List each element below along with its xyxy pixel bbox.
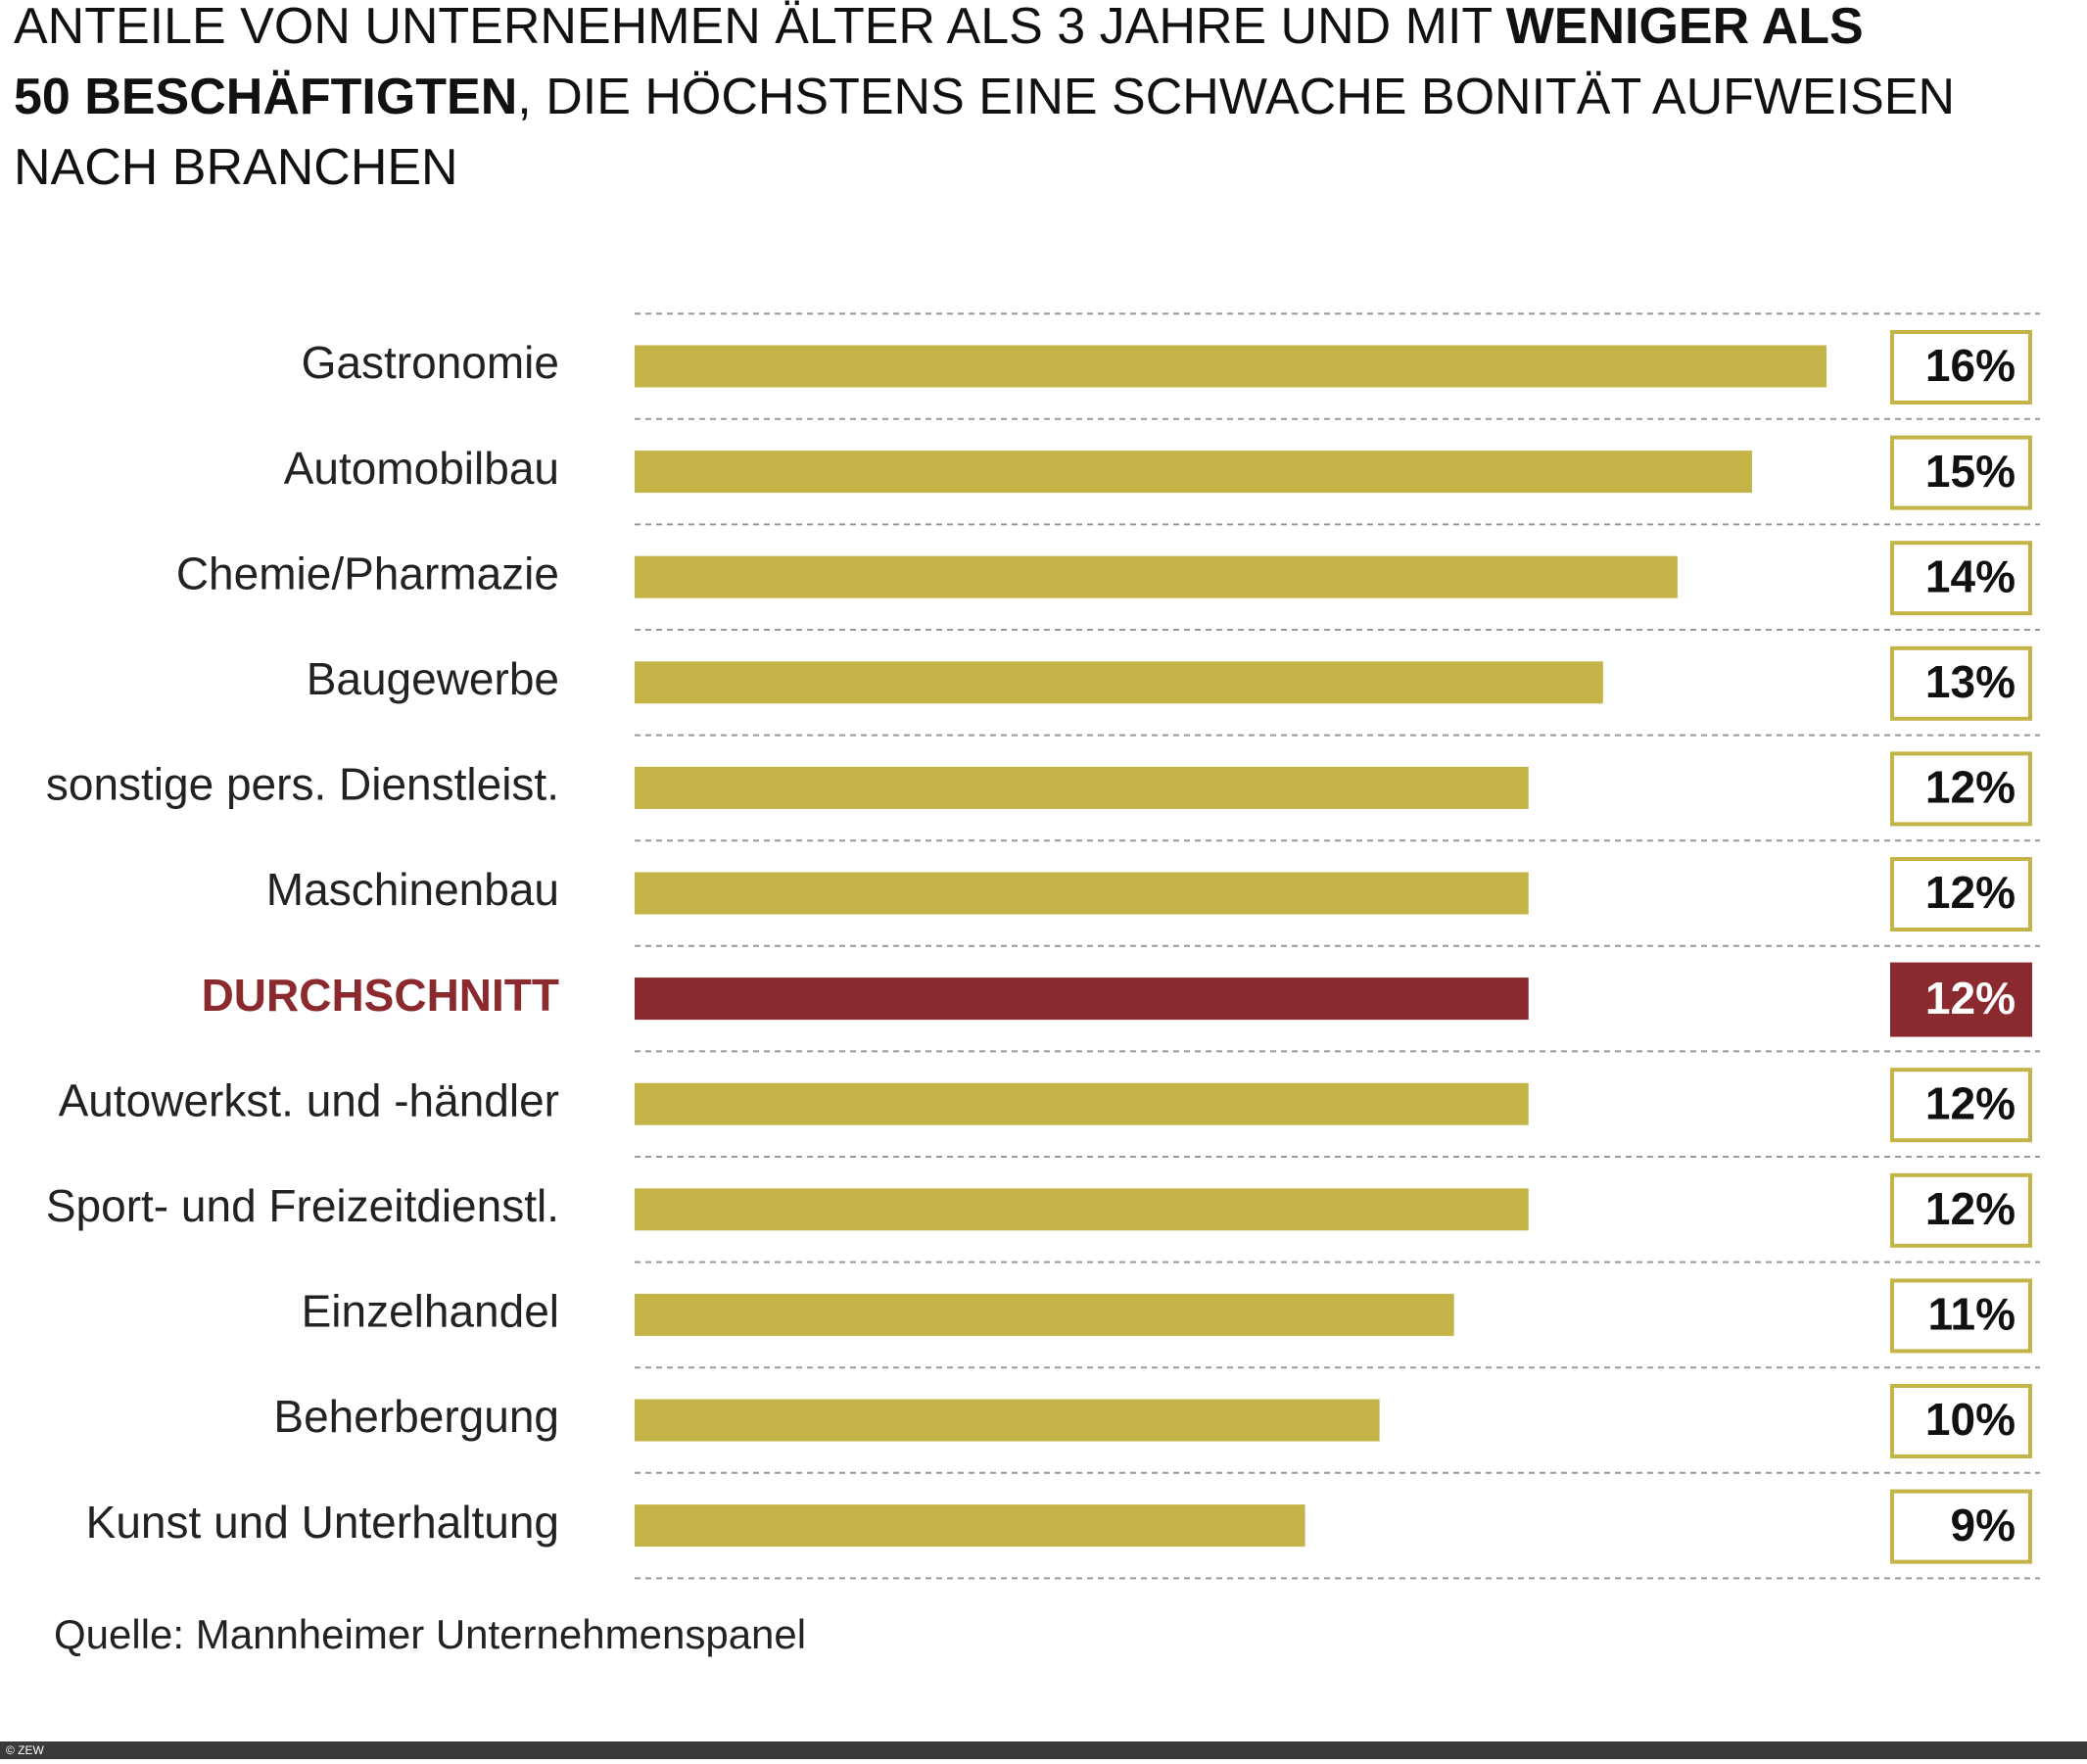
value-label: 12% [1925,973,2016,1024]
bar [635,766,1529,809]
chart-title-line: NACH BRANCHEN [14,139,458,196]
value-label: 9% [1951,1500,2016,1550]
value-box [1890,330,2032,405]
value-box [1890,962,2032,1037]
value-box [1890,541,2032,616]
chart-title-segment: 50 BESCHÄFTIGTEN [14,69,517,125]
category-label: Baugewerbe [307,653,559,704]
value-label: 16% [1925,340,2016,391]
bar [635,872,1529,915]
category-label: Automobilbau [284,443,559,494]
value-label: 12% [1925,762,2016,813]
value-box [1890,435,2032,510]
chart-title-segment: , DIE HÖCHSTENS EINE SCHWACHE BONITÄT AU… [517,69,1955,125]
value-label: 13% [1925,656,2016,707]
category-label: Maschinenbau [266,864,559,915]
value-label: 12% [1925,1077,2016,1128]
bar [635,451,1752,494]
value-box [1890,1489,2032,1564]
bar [635,345,1826,388]
value-label: 14% [1925,550,2016,601]
category-label: Kunst und Unterhaltung [86,1497,559,1548]
value-label: 10% [1925,1394,2016,1445]
value-box [1890,645,2032,721]
bar [635,1188,1529,1231]
chart-title-line: 50 BESCHÄFTIGTEN, DIE HÖCHSTENS EINE SCH… [14,69,1955,125]
value-box [1890,1172,2032,1248]
value-label: 12% [1925,1183,2016,1234]
bar [635,1504,1305,1548]
chart-title-line: ANTEILE VON UNTERNEHMEN ÄLTER ALS 3 JAHR… [14,0,1864,55]
value-label: 15% [1925,446,2016,497]
bar [635,661,1603,704]
chart-title-segment: NACH BRANCHEN [14,139,458,196]
value-box [1890,1278,2032,1354]
bar [635,1293,1454,1336]
category-label: Chemie/Pharmazie [176,548,559,598]
category-label: Sport- und Freizeitdienstl. [46,1180,559,1231]
bar [635,1082,1529,1125]
footer: © ZEW [6,1743,45,1757]
category-label: Einzelhandel [302,1286,559,1337]
bar [635,977,1529,1021]
category-label: DURCHSCHNITT [202,970,559,1021]
value-box [1890,1384,2032,1458]
footer-bar [0,1741,2087,1759]
value-box [1890,751,2032,827]
value-box [1890,1068,2032,1143]
source: Quelle: Mannheimer Unternehmenspanel [54,1611,806,1657]
category-label: Gastronomie [302,337,559,388]
chart-title-segment: WENIGER ALS [1506,0,1864,55]
bar [635,555,1678,598]
bar [635,1399,1380,1442]
category-label: Autowerkst. und -händler [59,1074,559,1125]
category-label: Beherbergung [273,1391,559,1442]
value-label: 11% [1927,1289,2016,1340]
value-box [1890,857,2032,931]
chart-title-segment: ANTEILE VON UNTERNEHMEN ÄLTER ALS 3 JAHR… [14,0,1506,55]
category-label: sonstige pers. Dienstleist. [46,759,559,810]
value-label: 12% [1925,867,2016,918]
